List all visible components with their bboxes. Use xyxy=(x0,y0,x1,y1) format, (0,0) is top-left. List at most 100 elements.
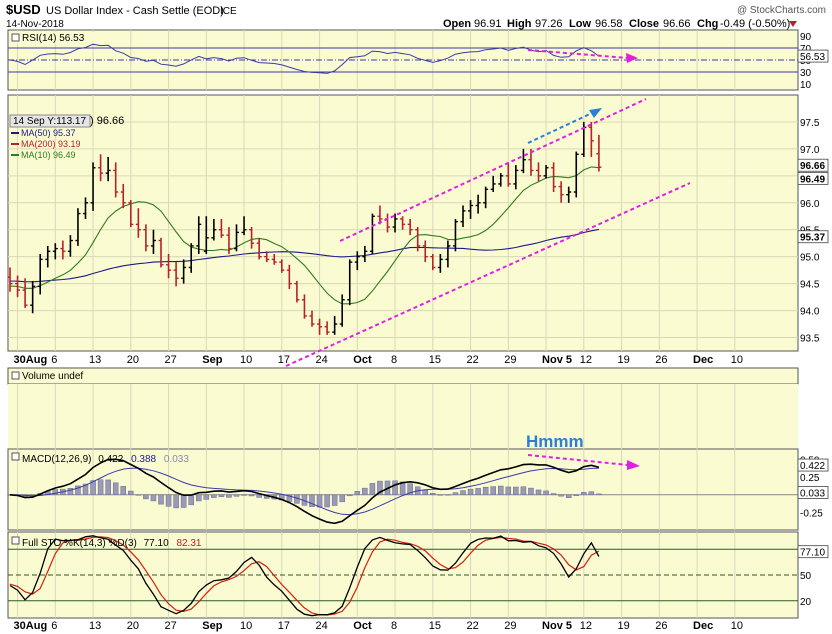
collapse-icon[interactable] xyxy=(11,536,20,545)
high-label: High xyxy=(507,18,532,30)
close-tag-box xyxy=(797,158,829,172)
last-price-label: ) 96.66 xyxy=(90,115,124,127)
macd-histogram-bar xyxy=(211,494,217,498)
collapse-icon[interactable] xyxy=(11,452,20,461)
macd-histogram-bar xyxy=(460,490,466,496)
ohlc-bar xyxy=(536,162,541,182)
macd-histogram-bar xyxy=(248,494,255,497)
macd-value: 0.422 xyxy=(98,454,123,465)
ohlc-bar xyxy=(490,175,496,193)
macd-histogram-bar xyxy=(241,494,247,496)
rsi-tag-text: 56.53 xyxy=(800,52,825,63)
collapse-icon[interactable] xyxy=(11,371,20,380)
ohlc-bar xyxy=(437,253,443,273)
macd-histogram-bar xyxy=(490,486,496,496)
x-axis-label: 8 xyxy=(391,354,397,366)
macd-histogram-bar xyxy=(173,494,179,509)
close-tag-text: 96.66 xyxy=(800,161,825,172)
macd-layer xyxy=(7,458,798,525)
ohlc-bar xyxy=(483,186,489,209)
close-label: Close xyxy=(629,18,659,30)
x-axis-label-bottom: 8 xyxy=(391,620,397,632)
macd-histogram-bar xyxy=(558,494,564,497)
ohlc-bar xyxy=(430,253,436,271)
macd-signal-value: 0.388 xyxy=(131,454,156,465)
ohlc-bar xyxy=(475,194,481,214)
macd-histogram-bar xyxy=(347,494,353,497)
ohlc-bar xyxy=(317,318,323,335)
ohlc-bar xyxy=(415,227,421,252)
macd-histogram-bar xyxy=(505,486,512,496)
macd-histogram-bar xyxy=(467,488,474,496)
macd-histogram-bar xyxy=(309,494,315,507)
macd-histogram-bar xyxy=(67,488,74,496)
macd-histogram-bar xyxy=(573,494,579,496)
macd-histogram-bar xyxy=(550,493,557,496)
ohlc-bar xyxy=(166,253,172,279)
ohlc-bar xyxy=(67,235,73,257)
ohlc-bar xyxy=(573,151,579,198)
ohlc-bar xyxy=(83,197,88,219)
sto-legend: Full STO %K(14,3) %D(3) 77.10 82.31 xyxy=(11,536,202,549)
ohlc-bar xyxy=(120,183,126,209)
x-axis-label-bottom: Oct xyxy=(353,620,372,632)
ohlc-bar xyxy=(551,162,557,193)
x-axis-label: Oct xyxy=(353,354,372,366)
macd-histogram-bar xyxy=(498,485,504,496)
macd-legend: MACD(12,26,9) 0.422 0.388 0.033 Hmmm xyxy=(11,432,584,465)
hmmm-annotation: Hmmm xyxy=(526,432,584,451)
chg-label: Chg xyxy=(697,18,718,30)
macd-histogram-bar xyxy=(528,487,534,496)
ma10-tag: 96.49 xyxy=(797,171,829,185)
macd-tick-label: 0.25 xyxy=(800,473,820,484)
macd-histogram-bar xyxy=(226,494,232,498)
chart-header: $USD US Dollar Index - Cash Settle (EOD)… xyxy=(6,2,826,30)
quote-line: Open 96.91 High 97.26 Low 96.58 Close 96… xyxy=(443,18,797,30)
ma50-tag-text: 95.37 xyxy=(800,233,825,244)
ohlc-bar xyxy=(203,216,209,254)
high-value: 97.26 xyxy=(535,18,563,30)
ma10-tag-box xyxy=(797,171,829,185)
macd-divergence-line xyxy=(527,454,629,466)
ohlc-bar xyxy=(211,218,217,241)
macd-tag: 0.422 xyxy=(797,458,829,472)
x-axis-label-bottom: 29 xyxy=(504,620,516,632)
volume-panel-body xyxy=(8,384,798,449)
macd-histogram-bar xyxy=(520,486,527,496)
ma50-line xyxy=(9,228,600,283)
x-axis-label: 22 xyxy=(467,354,479,366)
ohlc-bar xyxy=(543,165,549,179)
sto-tick-label: 50 xyxy=(800,571,812,582)
ohlc-bar xyxy=(271,253,277,265)
macd-histogram-bar xyxy=(407,483,413,496)
upper-channel-line xyxy=(339,98,647,242)
ohlc-bar xyxy=(241,216,247,236)
macd-histogram-bar xyxy=(128,490,134,496)
macd-histogram-bar xyxy=(392,480,398,496)
x-axis-label: 12 xyxy=(580,354,592,366)
ohlc-bar xyxy=(181,259,187,284)
collapse-icon[interactable] xyxy=(11,33,20,42)
macd-histogram-bar xyxy=(354,491,361,496)
macd-histogram-bar xyxy=(97,479,104,496)
x-axis-label-bottom: 30Aug xyxy=(14,620,48,632)
macd-hist-value: 0.033 xyxy=(164,454,189,465)
price-tick-label: 97.0 xyxy=(800,145,820,156)
macd-histogram-bar xyxy=(482,486,489,496)
legend-entry: MA(10) 96.49 xyxy=(21,150,76,160)
macd-histogram-bar xyxy=(90,480,96,496)
axes: 97.597.096.095.595.094.594.093.596.6696.… xyxy=(14,32,829,632)
crosshair-label-box xyxy=(9,114,91,128)
macd-tag-box xyxy=(797,458,829,472)
x-axis-label: 10 xyxy=(240,354,252,366)
price-tick-label: 94.5 xyxy=(800,280,820,291)
price-layer xyxy=(7,121,602,335)
macd-histogram-bar xyxy=(75,485,81,496)
ohlc-bar xyxy=(452,218,458,252)
macd-histogram-bar xyxy=(543,490,549,496)
ohlc-bar xyxy=(135,208,141,238)
ohlc-bar xyxy=(7,267,13,292)
macd-label-prefix: MACD(12,26,9) xyxy=(22,454,91,465)
crosshair-label: 14 Sep Y:113.17 xyxy=(13,116,86,127)
